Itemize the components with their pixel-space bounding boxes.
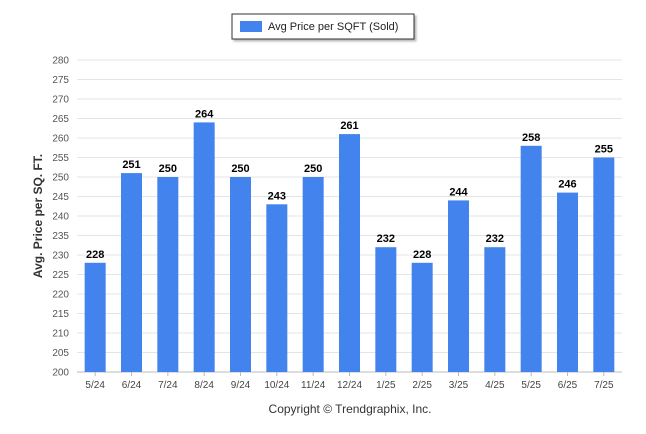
y-tick-label: 250 [52,173,69,184]
x-axis-ticks: 5/24 6/24 7/24 8/24 9/24 10/24 11/24 12/24 1/25 2… [85,372,614,391]
x-tick-label: 7/24 [158,380,178,391]
data-label: 243 [268,190,286,202]
data-label: 232 [377,233,395,245]
x-tick-label: 9/24 [231,380,251,391]
legend-box [231,13,415,40]
bar [84,262,106,372]
bar [157,177,179,372]
data-label: 246 [558,179,576,191]
data-label: 228 [413,249,431,261]
data-label: 255 [595,144,613,156]
y-tick-label: 240 [52,212,69,223]
data-label: 264 [195,108,214,120]
y-tick-label: 225 [52,270,69,281]
y-tick-label: 255 [52,153,69,164]
y-tick-label: 205 [52,348,69,359]
x-tick-label: 10/24 [264,380,289,391]
bar [484,247,506,372]
data-label: 228 [86,249,104,261]
y-tick-label: 245 [52,192,69,203]
bar [230,177,251,372]
legend-swatch [240,21,262,32]
y-tick-label: 210 [52,329,69,340]
y-tick-label: 235 [52,231,69,242]
y-axis-ticks: 200 205 210 215 220 225 230 235 240 245 250 255 260 2… [52,56,69,379]
y-tick-label: 230 [52,251,69,262]
bar [339,134,360,372]
x-tick-label: 5/24 [85,380,105,391]
y-tick-label: 270 [52,95,69,106]
x-tick-label: 6/25 [558,380,578,391]
bar [411,262,433,372]
data-label: 250 [304,163,322,175]
x-tick-label: 1/25 [376,380,396,391]
y-tick-label: 265 [52,114,69,125]
bar [193,122,215,373]
data-label: 232 [486,233,504,245]
bar [593,157,615,372]
bars [84,122,615,373]
y-axis-title: Avg. Price per SQ. FT. [31,154,45,278]
legend-label: Avg Price per SQFT (Sold) [268,21,398,33]
data-label: 250 [159,163,177,175]
bar [448,200,469,372]
x-tick-label: 5/25 [521,380,541,391]
x-tick-label: 11/24 [301,380,326,391]
bar [121,173,142,372]
bar [375,247,397,372]
bar [520,145,542,372]
y-tick-label: 200 [52,368,69,379]
data-label: 251 [122,159,140,171]
x-tick-label: 3/25 [449,380,469,391]
x-tick-label: 7/25 [594,380,614,391]
x-tick-label: 2/25 [412,380,432,391]
y-tick-label: 280 [52,56,69,67]
data-label: 258 [522,132,540,144]
x-tick-label: 6/24 [122,380,142,391]
bar [302,177,324,372]
y-tick-label: 275 [52,75,69,86]
data-labels: 228 251 250 264 250 243 250 261 232 228 244 232 258 2… [86,108,613,260]
x-tick-label: 12/24 [337,380,362,391]
copyright-text: Copyright © Trendgraphix, Inc. [269,402,432,416]
bar [266,204,288,372]
y-tick-label: 260 [52,134,69,145]
x-tick-label: 4/25 [485,380,505,391]
y-tick-label: 220 [52,290,69,301]
data-label: 250 [231,163,249,175]
bar [557,192,578,372]
legend: Avg Price per SQFT (Sold) [231,13,415,40]
y-tick-label: 215 [52,309,69,320]
data-label: 244 [449,186,468,198]
data-label: 261 [340,120,358,132]
x-tick-label: 8/24 [194,380,214,391]
